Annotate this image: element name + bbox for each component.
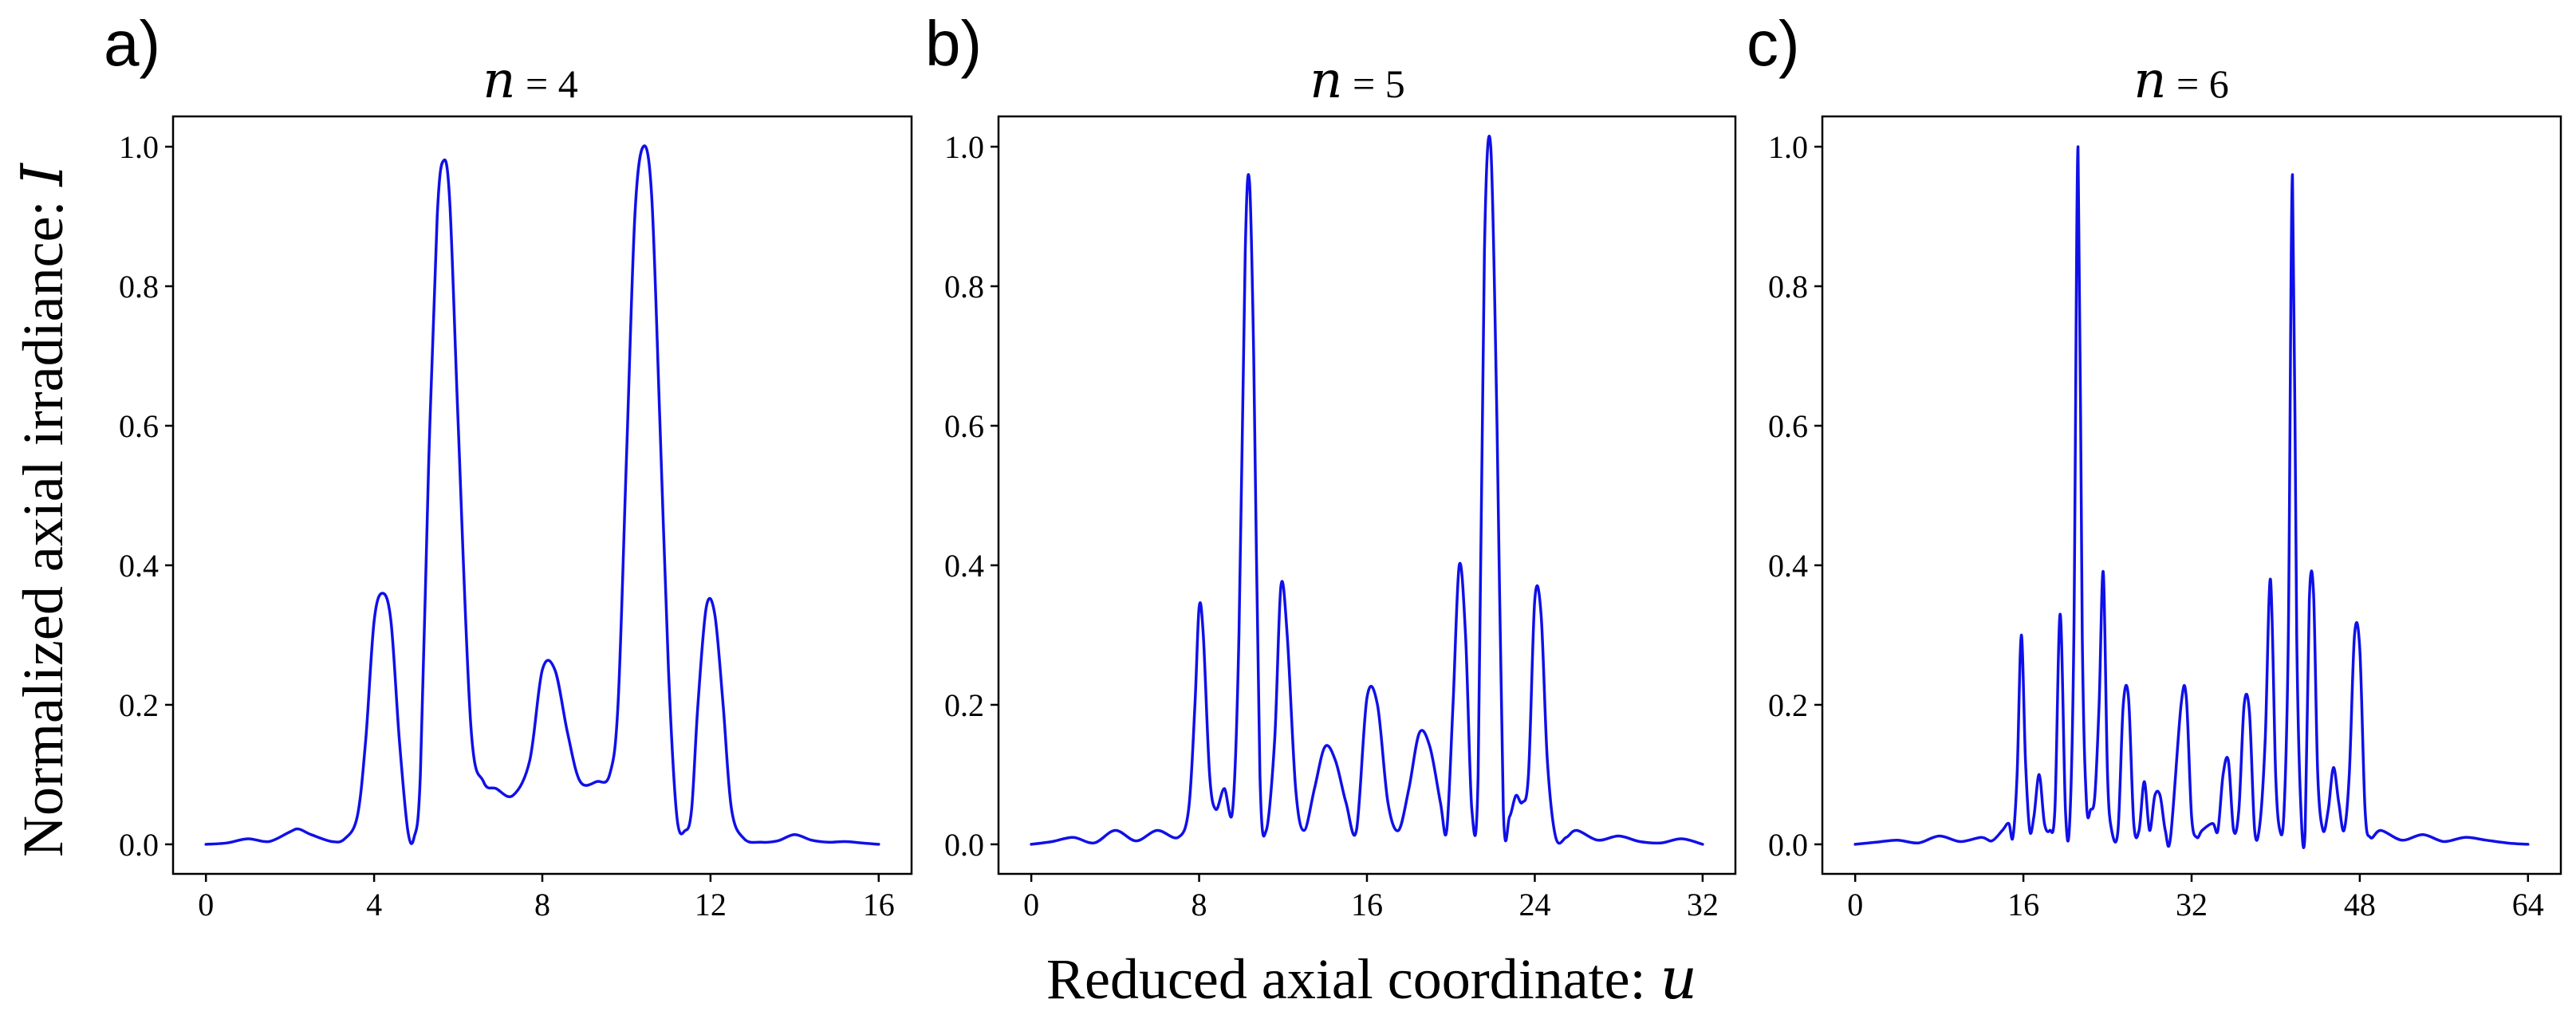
panel-c-ytick-label: 0.6 [1768, 408, 1808, 444]
panel-c-ytick-label: 0.4 [1768, 548, 1808, 584]
panel-a-ytick-label: 0.2 [119, 687, 159, 723]
panel-c-xtick-label: 64 [2512, 887, 2544, 923]
panel-c-xtick-label: 32 [2176, 887, 2208, 923]
panel-c-xtick-label: 0 [1847, 887, 1863, 923]
panel-b-xtick-label: 0 [1023, 887, 1039, 923]
panel-a-xtick-label: 16 [863, 887, 895, 923]
panel-b-ytick-label: 0.2 [944, 687, 984, 723]
panel-b-plot: 0 8 16 24 32 0.0 0.2 0.4 0.6 0.8 1.0 [944, 129, 1719, 923]
panel-b-xtick-label: 16 [1351, 887, 1383, 923]
panel-a-series-line [204, 144, 880, 846]
panel-b-ytick-label: 1.0 [944, 129, 984, 165]
panel-a-ytick-label: 1.0 [119, 129, 159, 165]
panel-a-plot: 0 4 8 12 16 0.0 0.2 0.4 0.6 0.8 1.0 [119, 129, 895, 923]
panel-a-ytick-label: 0.6 [119, 408, 159, 444]
panel-b-title: n = 5 [1310, 51, 1404, 110]
panel-a-ytick-label: 0.0 [119, 827, 159, 863]
panel-b-series-line [1030, 135, 1704, 846]
panel-b-xtick-label: 24 [1518, 887, 1550, 923]
panel-b-xtick-label: 8 [1191, 887, 1207, 923]
panel-c-ytick-label: 0.8 [1768, 269, 1808, 305]
panel-b-label: b) [925, 8, 982, 79]
panel-c-title: n = 6 [2133, 51, 2228, 110]
panel-b-ytick-label: 0.8 [944, 269, 984, 305]
panel-b-xtick-label: 32 [1687, 887, 1719, 923]
panel-c-series-line [1853, 145, 2530, 849]
panel-c-xtick-label: 48 [2344, 887, 2376, 923]
y-axis-title: Normalized axial irradiance: I [9, 162, 76, 857]
panel-c-ytick-label: 1.0 [1768, 129, 1808, 165]
panel-c-xtick-label: 16 [2007, 887, 2039, 923]
panel-b-ytick-label: 0.6 [944, 408, 984, 444]
x-axis-title: Reduced axial coordinate: u [1046, 945, 1697, 1012]
panel-b: b) n = 5 0 8 16 24 32 0.0 0.2 0.4 0.6 0.8 1.0 [925, 8, 1737, 923]
panel-c-label: c) [1747, 8, 1800, 79]
panel-a-xtick-label: 0 [198, 887, 214, 923]
panel-c-plot: 0 16 32 48 64 0.0 0.2 0.4 0.6 0.8 1.0 [1768, 129, 2544, 923]
panel-c-frame [1821, 115, 2562, 875]
panel-a-frame [171, 115, 913, 875]
panel-c: c) n = 6 0 16 32 48 64 0.0 0.2 0.4 0.6 0.8 1.0 [1747, 8, 2562, 923]
panel-c-ytick-label: 0.0 [1768, 827, 1808, 863]
panel-a-xtick-label: 4 [366, 887, 382, 923]
panel-a: a) n = 4 0 4 8 12 16 0.0 0.2 0.4 0.6 0.8 1.0 [104, 8, 913, 923]
panel-a-ytick-label: 0.4 [119, 548, 159, 584]
panel-c-ytick-label: 0.2 [1768, 687, 1808, 723]
panel-a-ytick-label: 0.8 [119, 269, 159, 305]
panel-a-label: a) [104, 8, 160, 79]
panel-a-xtick-label: 8 [534, 887, 550, 923]
panel-a-xtick-label: 12 [695, 887, 727, 923]
panel-b-ytick-label: 0.4 [944, 548, 984, 584]
panel-a-title: n = 4 [483, 51, 577, 110]
panel-b-ytick-label: 0.0 [944, 827, 984, 863]
panel-b-frame [997, 115, 1737, 875]
